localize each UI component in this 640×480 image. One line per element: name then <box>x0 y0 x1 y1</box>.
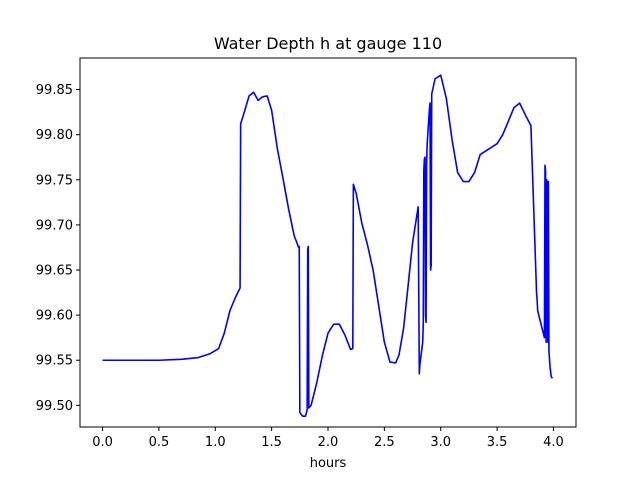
y-tick-label: 99.55 <box>36 354 73 369</box>
chart-title: Water Depth h at gauge 110 <box>214 34 442 53</box>
x-tick-label: 1.5 <box>261 435 282 450</box>
y-tick-label: 99.50 <box>36 399 73 414</box>
y-tick-label: 99.75 <box>36 173 73 188</box>
series-line <box>102 74 554 417</box>
x-tick-label: 3.5 <box>487 435 508 450</box>
y-tick-label: 99.80 <box>36 128 73 143</box>
plot-area <box>80 58 576 427</box>
x-tick-label: 1.0 <box>205 435 226 450</box>
x-tick-label: 2.5 <box>374 435 395 450</box>
y-tick-label: 99.70 <box>36 218 73 233</box>
y-tick-label: 99.65 <box>36 264 73 279</box>
y-axis: 99.50 99.55 99.60 99.65 99.70 99.75 99.80 99.85 <box>36 83 80 414</box>
x-tick-label: 3.0 <box>430 435 451 450</box>
x-tick-label: 0.0 <box>92 435 113 450</box>
x-tick-label: 0.5 <box>149 435 170 450</box>
y-tick-label: 99.85 <box>36 83 73 98</box>
x-axis-label: hours <box>310 456 347 471</box>
series-layer <box>102 74 554 417</box>
y-tick-label: 99.60 <box>36 309 73 324</box>
x-tick-label: 2.0 <box>318 435 339 450</box>
x-axis: 0.0 0.5 1.0 1.5 2.0 2.5 3.0 3.5 4.0 <box>92 427 564 450</box>
x-tick-label: 4.0 <box>543 435 564 450</box>
